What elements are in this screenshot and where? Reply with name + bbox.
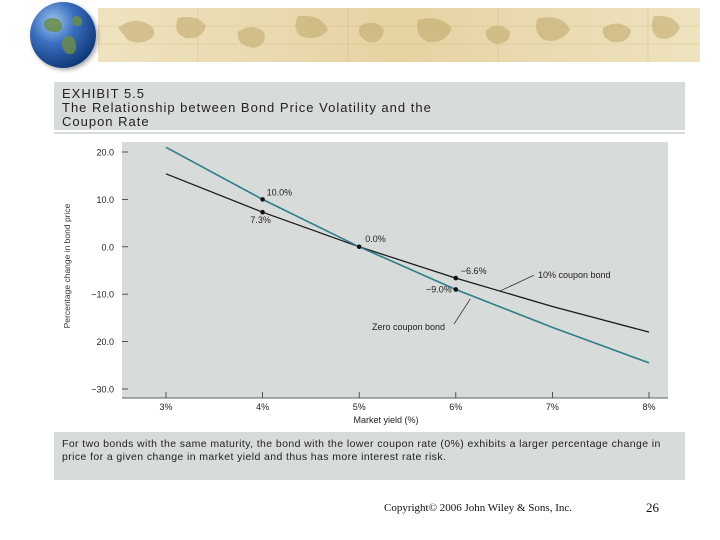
highlight-point bbox=[453, 275, 459, 281]
highlight-points: 10.0% 7.3% 0.0% −6.6% −9.0% bbox=[250, 187, 486, 294]
bond-volatility-chart: 20.0 10.0 0.0 −10.0 20.0 −30.0 3% 4% 5% 6% 7% 8% P… bbox=[62, 142, 668, 425]
y-axis-ticks: 20.0 10.0 0.0 −10.0 20.0 −30.0 bbox=[91, 148, 128, 395]
y-tick-label: 10.0 bbox=[96, 195, 114, 205]
y-tick-label: −10.0 bbox=[91, 290, 114, 300]
exhibit-header: EXHIBIT 5.5 The Relationship between Bon… bbox=[62, 87, 662, 129]
header-divider bbox=[54, 130, 685, 132]
copyright-notice: Copyright© 2006 John Wiley & Sons, Inc. bbox=[384, 502, 572, 514]
chart-area: 20.0 10.0 0.0 −10.0 20.0 −30.0 3% 4% 5% 6% 7% 8% P… bbox=[54, 134, 685, 430]
highlight-point bbox=[260, 197, 265, 202]
x-tick-label: 3% bbox=[159, 402, 172, 412]
y-tick-label: 0.0 bbox=[101, 242, 114, 252]
annotation-leader-10pct bbox=[499, 274, 535, 292]
y-axis-label: Percentage change in bond price bbox=[62, 203, 72, 328]
annotation-zero-coupon: Zero coupon bond bbox=[372, 322, 445, 332]
series-lines bbox=[165, 146, 650, 364]
exhibit-panel: EXHIBIT 5.5 The Relationship between Bon… bbox=[54, 82, 685, 480]
exhibit-caption: For two bonds with the same maturity, th… bbox=[62, 438, 661, 463]
world-map-strip bbox=[98, 8, 700, 62]
x-tick-label: 7% bbox=[546, 402, 559, 412]
highlight-point bbox=[260, 209, 265, 215]
x-tick-label: 5% bbox=[353, 402, 366, 412]
zero-coupon-line bbox=[165, 146, 650, 364]
caption-divider bbox=[54, 430, 685, 432]
y-tick-label: −30.0 bbox=[91, 385, 114, 395]
page-number: 26 bbox=[646, 500, 659, 515]
exhibit-number: EXHIBIT 5.5 bbox=[62, 86, 146, 101]
point-label: −6.6% bbox=[461, 266, 487, 276]
annotation-leader-zero bbox=[453, 298, 471, 325]
plot-background bbox=[122, 142, 668, 398]
highlight-point bbox=[453, 287, 459, 292]
exhibit-title-line2: Coupon Rate bbox=[62, 114, 150, 129]
point-label: −9.0% bbox=[426, 284, 452, 294]
series-annotations: 10% coupon bond Zero coupon bond bbox=[372, 270, 611, 332]
x-tick-label: 4% bbox=[256, 402, 269, 412]
x-tick-label: 8% bbox=[642, 402, 655, 412]
highlight-point bbox=[356, 244, 362, 250]
point-label: 0.0% bbox=[365, 234, 386, 244]
world-map-art bbox=[98, 8, 700, 62]
y-tick-label: 20.0 bbox=[96, 337, 114, 347]
point-label: 10.0% bbox=[267, 187, 293, 197]
y-tick-label: 20.0 bbox=[96, 148, 114, 158]
annotation-10pct-coupon: 10% coupon bond bbox=[538, 270, 611, 280]
x-axis-label: Market yield (%) bbox=[353, 415, 418, 425]
x-axis-ticks: 3% 4% 5% 6% 7% 8% bbox=[159, 392, 656, 412]
exhibit-title-line1: The Relationship between Bond Price Vola… bbox=[62, 100, 432, 115]
ten-percent-coupon-line bbox=[165, 173, 650, 333]
globe-icon bbox=[30, 2, 96, 68]
x-tick-label: 6% bbox=[449, 402, 462, 412]
point-label: 7.3% bbox=[250, 215, 271, 225]
decorative-banner bbox=[0, 0, 720, 70]
